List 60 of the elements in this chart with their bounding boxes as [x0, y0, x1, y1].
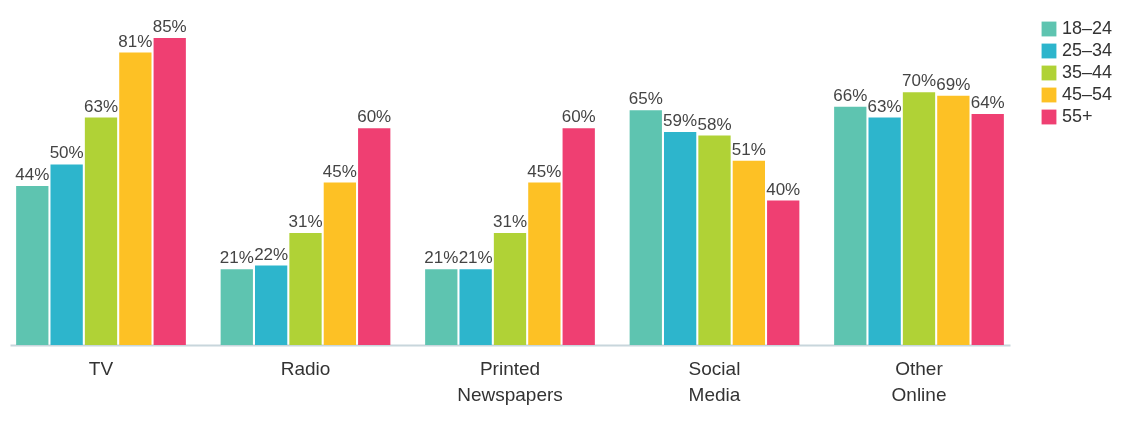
x-tick-label: TV: [88, 357, 114, 379]
bar: [663, 131, 697, 345]
bar: [629, 110, 662, 345]
data-label: 66%: [833, 85, 868, 105]
bar: [119, 52, 152, 345]
bar: [358, 128, 391, 345]
legend-label: 18–24: [1062, 18, 1113, 38]
data-label: 60%: [357, 107, 392, 127]
data-label: 31%: [492, 212, 528, 232]
bar: [84, 117, 118, 345]
bar: [459, 269, 492, 345]
data-label: 63%: [83, 96, 119, 116]
bar: [834, 106, 867, 345]
bar: [493, 233, 527, 345]
data-label: 63%: [867, 96, 902, 116]
data-label: 21%: [424, 248, 459, 268]
bar: [153, 38, 186, 345]
data-label: 59%: [663, 110, 698, 130]
legend-label: 45–54: [1062, 84, 1113, 104]
bar: [732, 160, 766, 345]
data-label: 40%: [766, 179, 801, 199]
data-label: 21%: [458, 248, 493, 268]
bar: [562, 128, 595, 345]
x-tick-label: Other Online: [891, 357, 947, 405]
data-label: 85%: [152, 17, 187, 37]
bar: [868, 117, 901, 345]
bar: [220, 269, 253, 345]
bar: [971, 113, 1004, 345]
data-label: 44%: [15, 165, 50, 185]
data-label: 22%: [254, 244, 289, 264]
data-label: 45%: [322, 161, 357, 181]
bar: [767, 200, 800, 345]
bar: [937, 95, 970, 345]
x-tick-label: Printed Newspapers: [457, 357, 563, 405]
bar: [323, 182, 357, 345]
data-label: 50%: [49, 143, 84, 163]
data-label: 21%: [219, 248, 254, 268]
bar: [698, 135, 731, 345]
bar: [254, 265, 288, 345]
data-label: 70%: [901, 71, 937, 91]
data-label: 69%: [936, 74, 971, 94]
data-label: 51%: [731, 139, 766, 159]
x-tick-label: Radio: [280, 357, 331, 379]
legend-label: 25–34: [1062, 40, 1113, 60]
data-label: 60%: [561, 107, 596, 127]
bar: [425, 269, 458, 345]
bar: [50, 164, 83, 345]
data-label: 31%: [288, 212, 323, 232]
x-tick-label: Social Media: [688, 357, 741, 405]
legend-label: 35–44: [1062, 62, 1113, 82]
data-label: 65%: [628, 89, 663, 109]
bar: [289, 233, 322, 345]
data-label: 58%: [697, 114, 732, 134]
data-label: 81%: [118, 31, 153, 51]
data-label: 64%: [970, 92, 1005, 112]
bar: [528, 182, 561, 345]
bar: [902, 92, 936, 345]
data-label: 45%: [527, 161, 562, 181]
bar: [16, 186, 49, 345]
legend-label: 55+: [1062, 106, 1093, 126]
